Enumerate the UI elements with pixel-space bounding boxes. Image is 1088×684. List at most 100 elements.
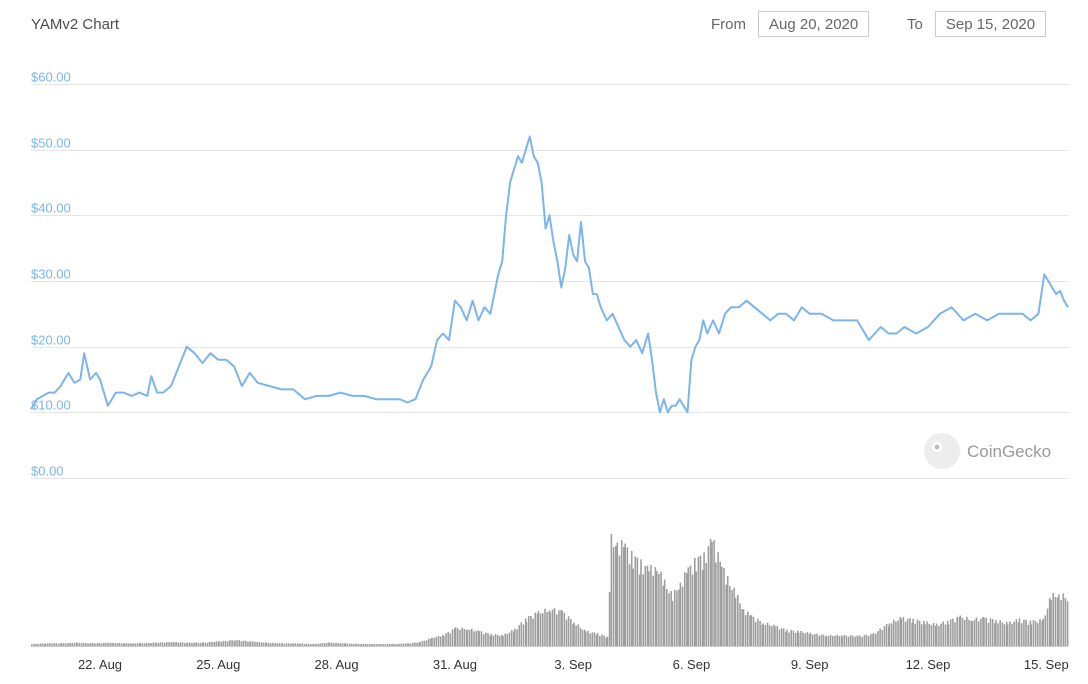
volume-bar (368, 644, 371, 646)
to-date-input[interactable]: Sep 15, 2020 (934, 11, 1047, 37)
volume-bar (468, 629, 471, 646)
from-date-input[interactable]: Aug 20, 2020 (758, 11, 870, 37)
volume-bar (806, 632, 809, 646)
volume-bar (1046, 608, 1049, 646)
volume-bar (238, 640, 240, 646)
volume-bar (632, 568, 634, 646)
volume-bar (457, 628, 459, 646)
volume-bar (355, 643, 357, 646)
volume-bar (305, 643, 308, 646)
price-line (30, 135, 1069, 414)
volume-bar (642, 574, 644, 646)
volume-bar (952, 618, 954, 646)
volume-bar (71, 643, 73, 646)
volume-bar (845, 635, 848, 646)
volume-bar (794, 632, 797, 646)
volume-bar (573, 622, 575, 646)
volume-bar (991, 619, 994, 646)
volume-bar (116, 643, 119, 646)
volume-bar (768, 625, 771, 646)
volume-bar (425, 640, 428, 646)
volume-bar (744, 615, 747, 646)
volume-bar (353, 644, 355, 646)
volume-bar (114, 643, 116, 646)
volume-bar (202, 642, 205, 646)
volume-bar (1034, 621, 1037, 646)
volume-bar (290, 643, 292, 646)
volume-bar (269, 643, 272, 646)
volume-bar (785, 631, 787, 646)
volume-bar (1013, 621, 1015, 646)
volume-bar (166, 642, 168, 646)
volume-bar (132, 643, 134, 646)
volume-bar (107, 642, 110, 646)
volume-bar (236, 640, 238, 646)
volume-bar (396, 644, 398, 646)
from-label: From (711, 15, 746, 33)
volume-bar (1066, 601, 1069, 646)
volume-bar (143, 643, 146, 646)
volume-bar (276, 643, 278, 646)
volume-bar (671, 600, 674, 646)
volume-bar (870, 634, 872, 646)
volume-bar (384, 643, 387, 646)
volume-bar (811, 634, 814, 646)
volume-bar (530, 616, 532, 646)
volume-bar (707, 546, 710, 646)
volume-bar (485, 632, 487, 646)
volume-bar (928, 623, 930, 646)
volume-bar (447, 631, 449, 646)
volume-bar (615, 546, 617, 646)
volume-bar (123, 643, 126, 646)
volume-bar (49, 643, 51, 646)
volume-bar (749, 615, 751, 646)
volume-bar (1056, 597, 1059, 646)
volume-bar (825, 635, 828, 646)
volume-bar (640, 559, 642, 646)
volume-bar (433, 638, 435, 646)
volume-bar (402, 643, 405, 646)
volume-bar (321, 643, 324, 646)
volume-bar (168, 642, 170, 646)
volume-bar (983, 617, 985, 646)
volume-bar (548, 610, 551, 646)
volume-bar (892, 619, 895, 646)
volume-bar (218, 641, 220, 646)
volume-bar (638, 574, 641, 646)
volume-bar (930, 624, 933, 646)
volume-bar (204, 642, 207, 646)
volume-bar (695, 571, 697, 646)
volume-bar (325, 643, 328, 646)
volume-bar (881, 629, 884, 646)
volume-bar (663, 579, 666, 646)
volume-bar (788, 632, 790, 646)
volume-bar (177, 642, 180, 646)
volume-bar (652, 575, 654, 646)
volume-bar (1018, 618, 1021, 646)
volume-bar (215, 641, 218, 646)
volume-bar (1039, 619, 1041, 646)
volume-bar (802, 632, 804, 646)
volume-bar (694, 557, 696, 646)
volume-bar (209, 641, 211, 646)
volume-bar (139, 643, 141, 646)
volume-bar (191, 642, 193, 646)
volume-bar (317, 643, 319, 646)
volume-bar (558, 610, 560, 646)
volume-bar (303, 643, 306, 646)
volume-bar (994, 623, 996, 646)
volume-bar (944, 624, 947, 646)
y-tick-label: $50.00 (31, 136, 71, 151)
volume-bar (423, 640, 426, 646)
volume-bar (299, 643, 301, 646)
volume-bar (877, 631, 879, 646)
volume-bar (989, 618, 992, 646)
volume-bar (595, 634, 598, 646)
volume-bar (92, 643, 94, 646)
volume-bar (608, 591, 611, 646)
volume-bar (1050, 600, 1052, 646)
volume-bars (31, 534, 1069, 646)
volume-bar (656, 571, 658, 646)
volume-bar (780, 628, 783, 646)
x-tick-label: 31. Aug (433, 657, 477, 672)
